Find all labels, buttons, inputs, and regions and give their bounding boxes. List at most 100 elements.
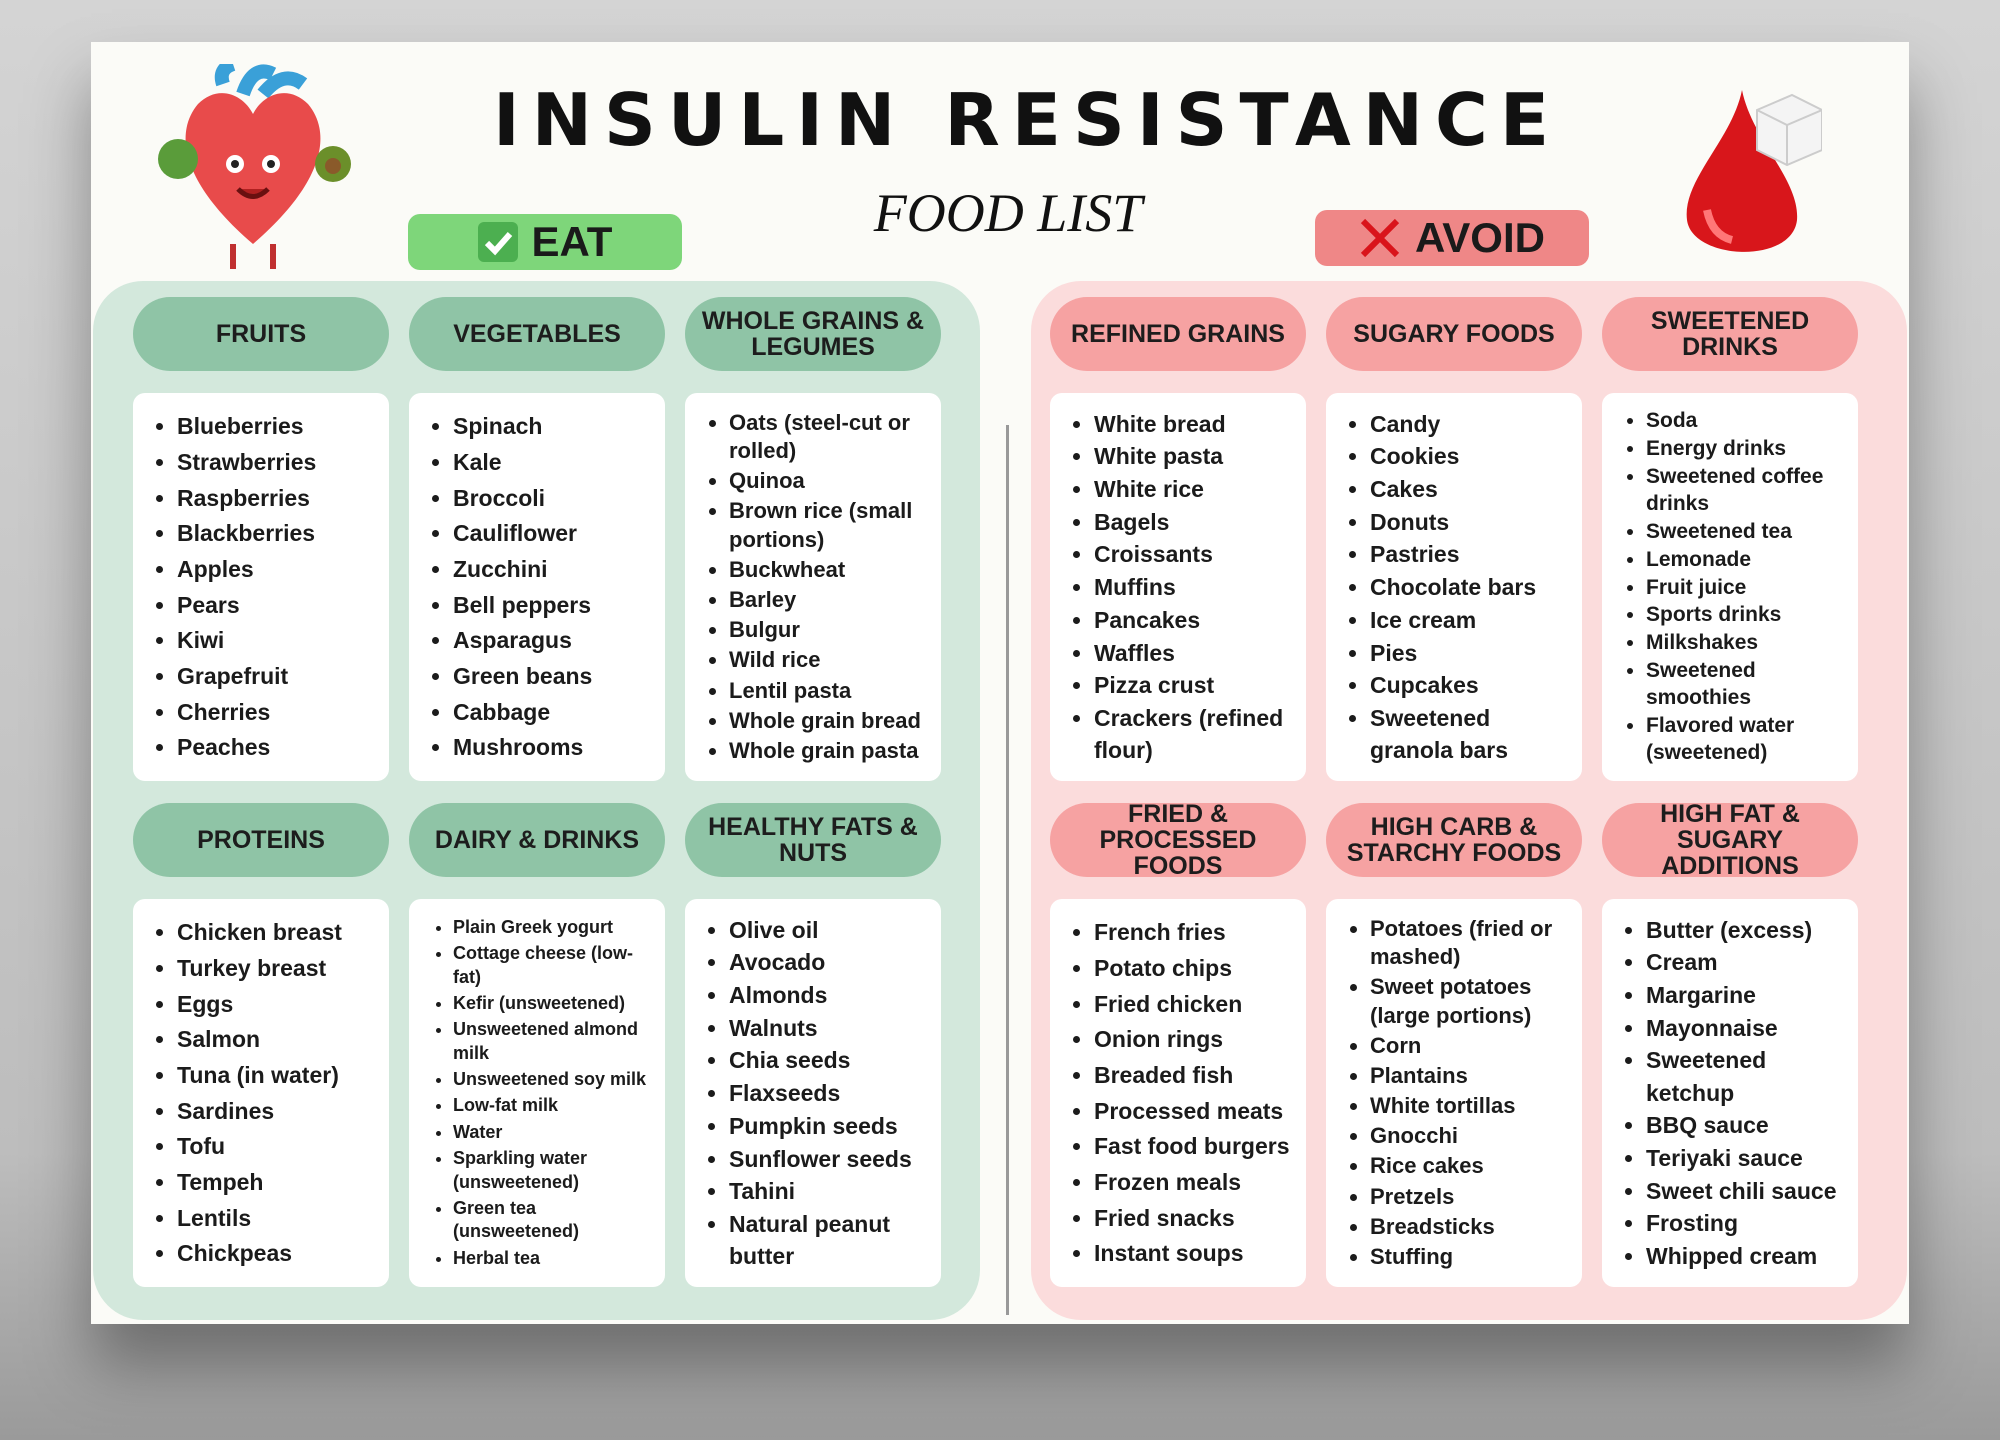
food-item: Sweetened coffee drinks — [1646, 463, 1848, 518]
food-item: Pears — [177, 589, 379, 621]
food-item: Flaxseeds — [729, 1077, 931, 1109]
food-item: Corn — [1370, 1032, 1572, 1061]
food-item: Rice cakes — [1370, 1152, 1572, 1181]
food-item: Tempeh — [177, 1166, 379, 1198]
food-item: Waffles — [1094, 637, 1296, 669]
food-item: Fruit juice — [1646, 574, 1848, 601]
food-item: Green tea (unsweetened) — [453, 1197, 655, 1244]
category-title: PROTEINS — [133, 803, 389, 877]
food-item: Whole grain pasta — [729, 737, 931, 766]
food-item: Unsweetened soy milk — [453, 1068, 655, 1091]
food-item: Whipped cream — [1646, 1240, 1848, 1272]
food-item: Bell peppers — [453, 589, 655, 621]
item-list: French fries Potato chips Fried chickenOni… — [1050, 899, 1306, 1287]
food-item: Mushrooms — [453, 731, 655, 763]
food-item: Pretzels — [1370, 1183, 1572, 1212]
item-list: Spinach Kale BroccoliCauliflower Zucchini Be… — [409, 393, 665, 781]
food-item: Broccoli — [453, 482, 655, 514]
food-item: Asparagus — [453, 624, 655, 656]
category-title: FRIED & PROCESSED FOODS — [1050, 801, 1306, 879]
eat-label: EAT — [531, 218, 613, 265]
category-title: VEGETABLES — [409, 297, 665, 371]
food-item: Tuna (in water) — [177, 1059, 379, 1091]
food-item: Onion rings — [1094, 1023, 1296, 1055]
avoid-panel: REFINED GRAINS White breadWhite pastaWhit… — [1031, 281, 1907, 1320]
food-item: Milkshakes — [1646, 629, 1848, 656]
item-list: CandyCookiesCakesDonutsPastriesChocolate… — [1326, 393, 1582, 781]
food-item: Kiwi — [177, 624, 379, 656]
divider — [1006, 425, 1009, 1315]
food-item: Sports drinks — [1646, 601, 1848, 628]
category-title: FRUITS — [133, 297, 389, 371]
category-title: WHOLE GRAINS & LEGUMES — [685, 297, 941, 371]
food-item: Sweetened ketchup — [1646, 1044, 1848, 1108]
food-item: Chia seeds — [729, 1044, 931, 1076]
food-item: Cream — [1646, 946, 1848, 978]
food-item: Pies — [1370, 637, 1572, 669]
food-item: Avocado — [729, 946, 931, 978]
item-list: Oats (steel-cut or rolled)QuinoaBrown ri… — [685, 393, 941, 781]
item-list: Potatoes (fried or mashed)Sweet potatoes… — [1326, 899, 1582, 1287]
food-item: Chicken breast — [177, 916, 379, 948]
food-item: Pumpkin seeds — [729, 1110, 931, 1142]
food-item: Butter (excess) — [1646, 914, 1848, 946]
item-list: Plain Greek yogurt Cottage cheese (low-fa… — [409, 899, 665, 1287]
category-title: HIGH CARB & STARCHY FOODS — [1326, 803, 1582, 877]
food-item: Margarine — [1646, 979, 1848, 1011]
food-item: Tofu — [177, 1130, 379, 1162]
food-item: Breadsticks — [1370, 1213, 1572, 1242]
food-item: Herbal tea — [453, 1247, 655, 1270]
food-item: Cupcakes — [1370, 669, 1572, 701]
item-list: Butter (excess)CreamMargarineMayonnaiseS… — [1602, 899, 1858, 1287]
food-item: White pasta — [1094, 440, 1296, 472]
food-item: Plantains — [1370, 1062, 1572, 1091]
food-item: Whole grain bread — [729, 707, 931, 736]
food-item: Muffins — [1094, 571, 1296, 603]
food-item: Natural peanut butter — [729, 1208, 931, 1272]
food-item: Tahini — [729, 1175, 931, 1207]
food-item: Sweetened smoothies — [1646, 657, 1848, 712]
food-item: Spinach — [453, 410, 655, 442]
eat-panel: FRUITS Blueberries Strawberries Raspberries… — [93, 281, 980, 1320]
avoid-label: AVOID — [1415, 214, 1545, 261]
item-list: White breadWhite pastaWhite riceBagelsCr… — [1050, 393, 1306, 781]
food-item: Teriyaki sauce — [1646, 1142, 1848, 1174]
item-list: SodaEnergy drinksSweetened coffee drinks… — [1602, 393, 1858, 781]
food-item: Frozen meals — [1094, 1166, 1296, 1198]
food-item: Pancakes — [1094, 604, 1296, 636]
food-item: Apples — [177, 553, 379, 585]
food-item: Breaded fish — [1094, 1059, 1296, 1091]
food-item: Soda — [1646, 407, 1848, 434]
food-item: Raspberries — [177, 482, 379, 514]
food-item: Instant soups — [1094, 1237, 1296, 1269]
food-item: Flavored water (sweetened) — [1646, 712, 1848, 767]
food-item: Zucchini — [453, 553, 655, 585]
food-item: Chocolate bars — [1370, 571, 1572, 603]
eat-badge: EAT — [408, 214, 682, 270]
food-item: Croissants — [1094, 538, 1296, 570]
food-item: Gnocchi — [1370, 1122, 1572, 1151]
check-icon — [477, 222, 518, 262]
food-item: Blueberries — [177, 410, 379, 442]
category-title: SUGARY FOODS — [1326, 297, 1582, 371]
food-item: Bagels — [1094, 506, 1296, 538]
food-item: Bulgur — [729, 616, 931, 645]
food-item: Crackers (refined flour) — [1094, 702, 1296, 766]
blood-drop-illustration — [1686, 90, 1822, 252]
category-title: DAIRY & DRINKS — [409, 803, 665, 877]
food-item: French fries — [1094, 916, 1296, 948]
food-item: Pastries — [1370, 538, 1572, 570]
title: INSULIN RESISTANCE — [492, 78, 1561, 162]
item-list: Olive oilAvocadoAlmondsWalnutsChia seeds… — [685, 899, 941, 1287]
food-item: Sweet potatoes (large portions) — [1370, 973, 1572, 1030]
subtitle: FOOD LIST — [873, 183, 1143, 243]
food-item: BBQ sauce — [1646, 1109, 1848, 1141]
food-item: Grapefruit — [177, 660, 379, 692]
food-item: Potato chips — [1094, 952, 1296, 984]
food-item: Low-fat milk — [453, 1094, 655, 1117]
category-title: REFINED GRAINS — [1050, 297, 1306, 371]
food-item: Processed meats — [1094, 1095, 1296, 1127]
food-item: Cookies — [1370, 440, 1572, 472]
food-item: Sweet chili sauce — [1646, 1175, 1848, 1207]
